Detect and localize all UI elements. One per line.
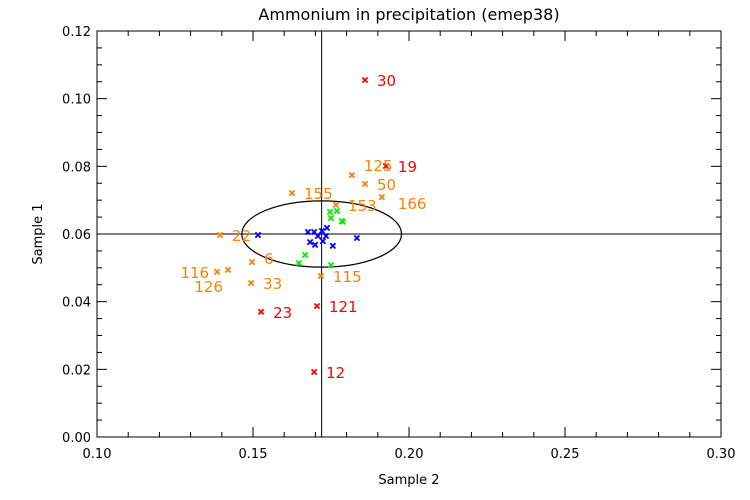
- point-label: 12: [326, 364, 345, 382]
- y-axis-label: Sample 1: [31, 203, 46, 264]
- data-point-red: [313, 302, 321, 310]
- data-point-orange: [378, 193, 386, 201]
- y-tick-label: 0.04: [62, 296, 91, 311]
- point-label: 116: [180, 264, 209, 282]
- point-label: 126: [194, 278, 223, 296]
- data-point-orange: [247, 279, 255, 287]
- point-label: 166: [398, 195, 427, 213]
- y-tick-label: 0.12: [62, 25, 91, 40]
- data-point-blue: [314, 232, 322, 240]
- point-label: 19: [398, 158, 417, 176]
- confidence-ellipse: [241, 200, 403, 268]
- point-label: 22: [232, 227, 251, 245]
- data-point-orange: [348, 171, 356, 179]
- point-label: 6: [264, 250, 274, 268]
- chart-title: Ammonium in precipitation (emep38): [258, 5, 559, 24]
- data-point-orange: [224, 266, 232, 274]
- data-point-green: [326, 208, 334, 216]
- data-point-blue: [323, 224, 331, 232]
- data-point-orange: [288, 189, 296, 197]
- data-point-green: [295, 259, 303, 267]
- x-tick-label: 0.15: [239, 447, 268, 462]
- data-point-blue: [319, 237, 327, 245]
- point-label: 125: [364, 157, 393, 175]
- y-tick-label: 0.10: [62, 93, 91, 108]
- data-point-orange: [361, 180, 369, 188]
- data-point-orange: [213, 268, 221, 276]
- data-point-blue: [329, 242, 337, 250]
- x-tick-label: 0.10: [83, 447, 112, 462]
- data-point-blue: [322, 232, 330, 240]
- point-label: 30: [377, 72, 396, 90]
- data-point-green: [333, 207, 341, 215]
- data-point-red: [310, 368, 318, 376]
- data-point-red: [382, 162, 390, 170]
- data-point-green: [339, 218, 347, 226]
- data-point-orange: [332, 201, 340, 209]
- data-point-red: [361, 76, 369, 84]
- data-point-blue: [318, 227, 326, 235]
- point-label: 155: [304, 185, 333, 203]
- point-label: 115: [333, 268, 362, 286]
- data-point-blue: [353, 234, 361, 242]
- y-tick-label: 0.08: [62, 160, 91, 175]
- y-tick-label: 0.02: [62, 363, 91, 378]
- y-tick-label: 0.06: [62, 228, 91, 243]
- data-point-blue: [304, 228, 312, 236]
- point-label: 33: [263, 275, 282, 293]
- x-tick-label: 0.20: [395, 447, 424, 462]
- axes: 0.10 0.15 0.20 0.25 0.30 0.00 0.02 0.04 0.06 0.08…: [62, 25, 735, 462]
- point-label: 121: [329, 298, 358, 316]
- data-point-blue: [254, 231, 262, 239]
- data-point-orange: [317, 272, 325, 280]
- data-point-blue: [311, 241, 319, 249]
- x-tick-label: 0.30: [707, 447, 736, 462]
- data-point-orange: [216, 231, 224, 239]
- x-tick-label: 0.25: [551, 447, 580, 462]
- point-label: 50: [377, 176, 396, 194]
- data-point-green: [327, 261, 335, 269]
- point-label: 23: [273, 304, 292, 322]
- data-point-orange: [248, 258, 256, 266]
- y-tick-label: 0.00: [62, 431, 91, 446]
- data-point-blue: [306, 238, 314, 246]
- x-axis-label: Sample 2: [378, 473, 439, 488]
- point-label: 153: [348, 197, 377, 215]
- data-point-green: [301, 251, 309, 259]
- data-point-green: [327, 214, 335, 222]
- data-point-red: [257, 308, 265, 316]
